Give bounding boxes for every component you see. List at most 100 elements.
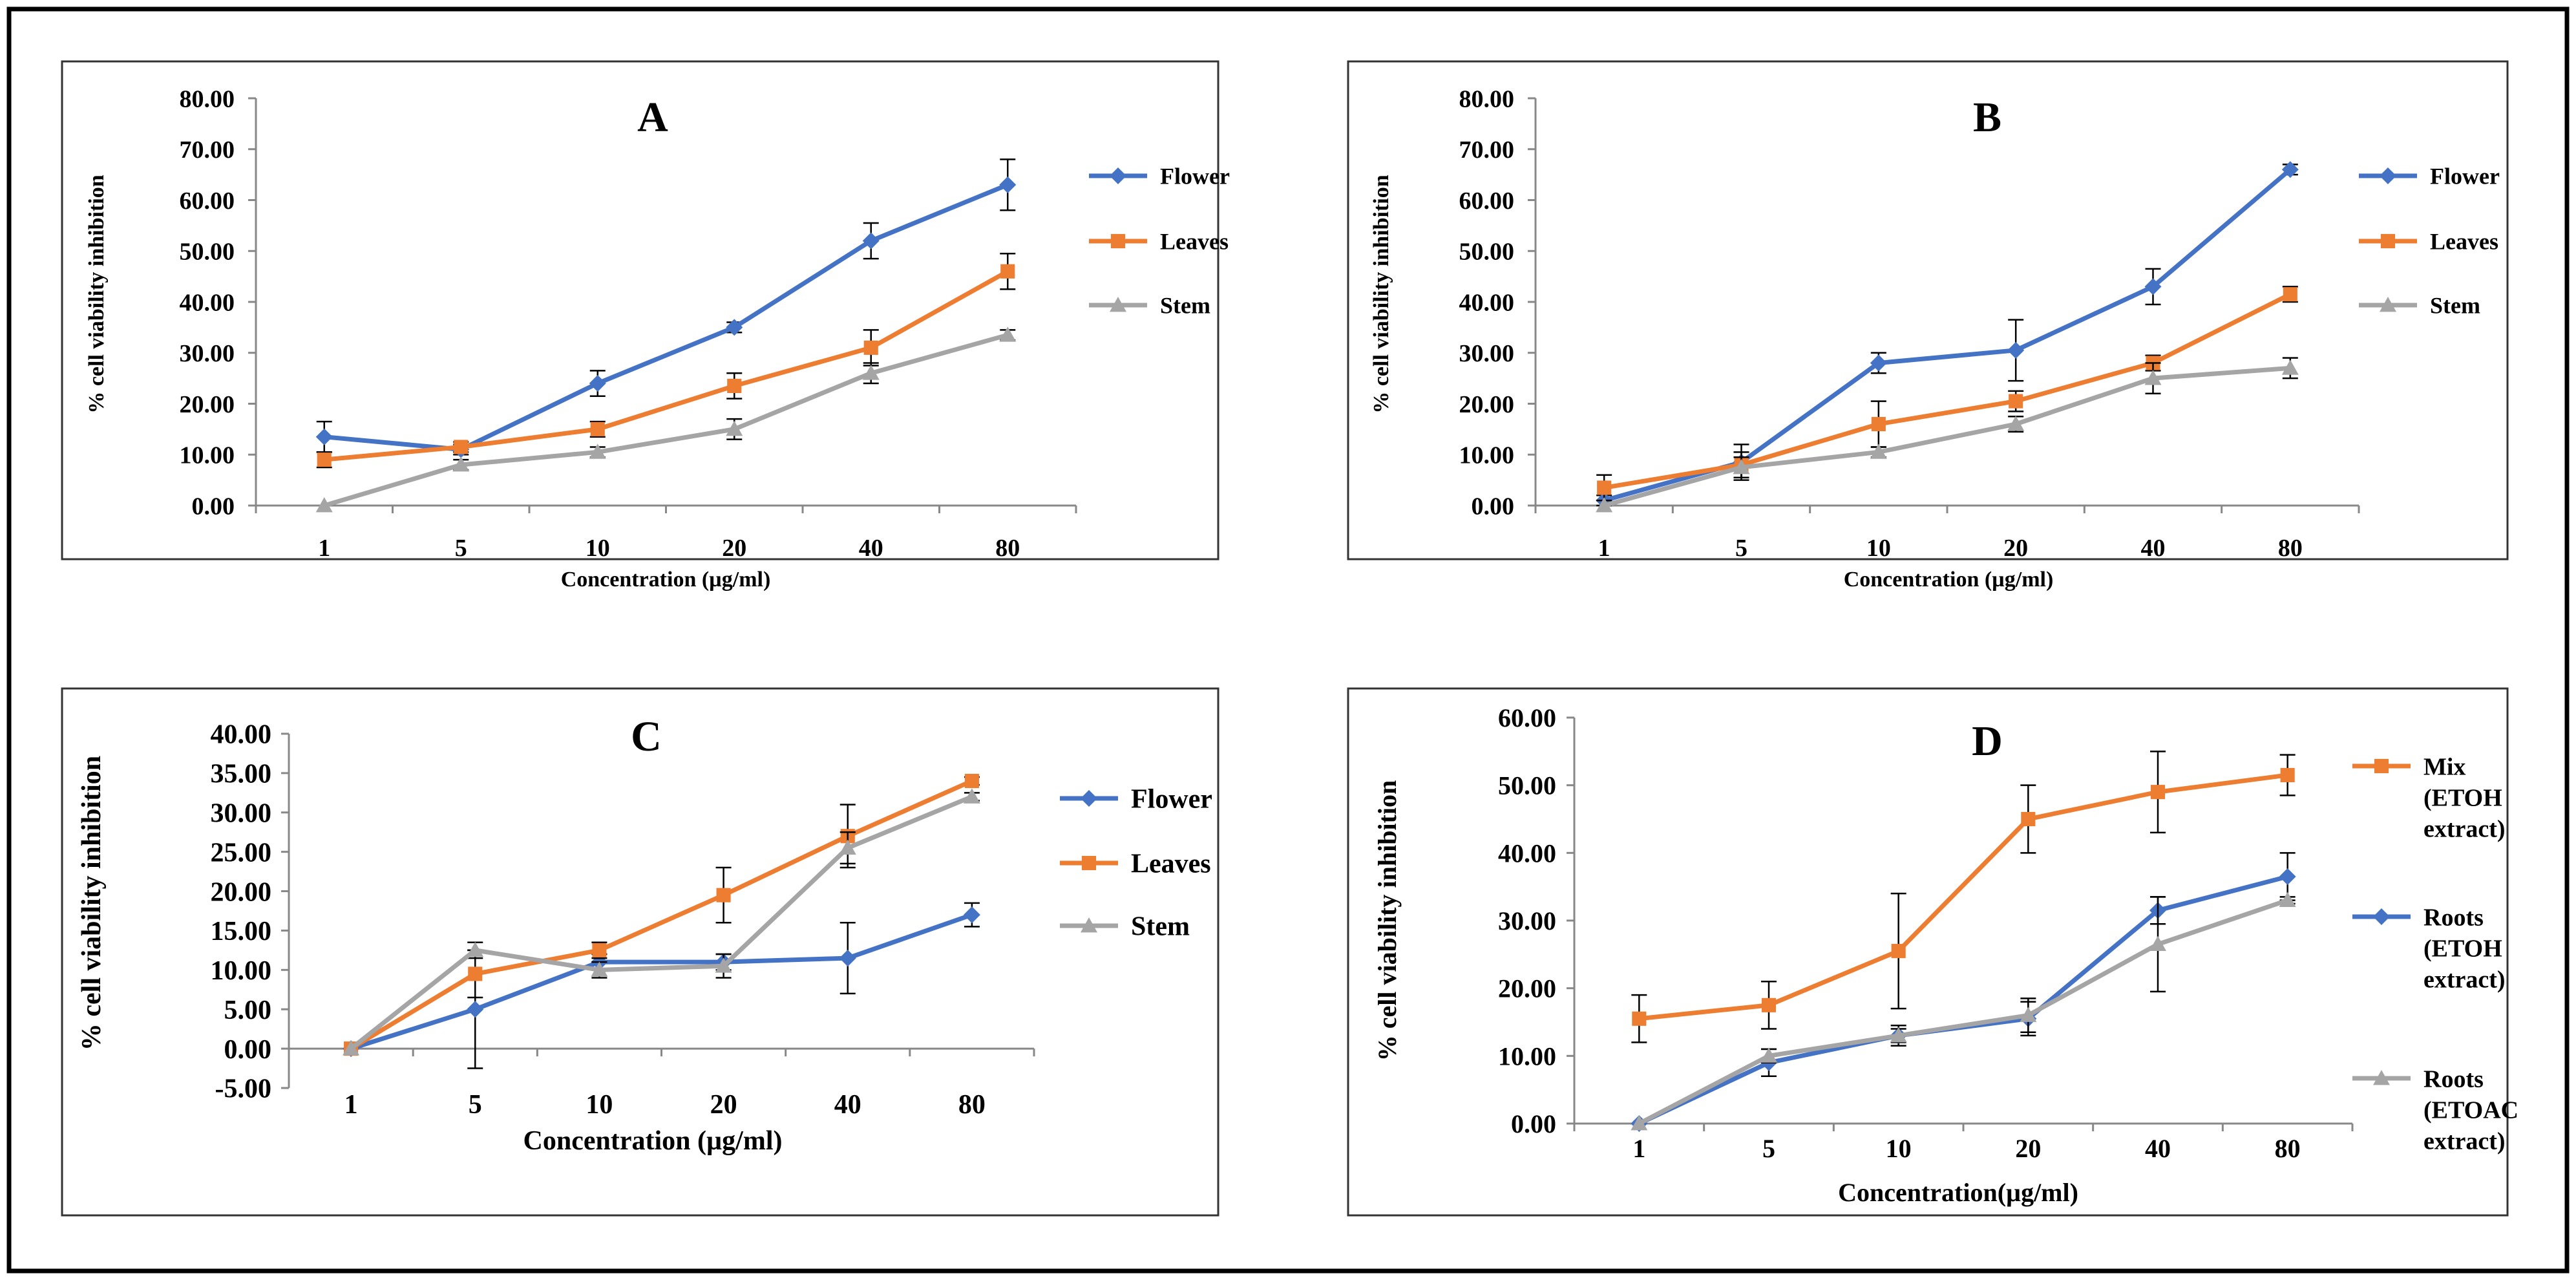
- data-point: [1761, 997, 1777, 1012]
- data-point: [592, 943, 607, 957]
- legend-label: Stem: [2430, 293, 2480, 319]
- x-tick-label: 10: [1866, 535, 1891, 562]
- legend-marker-icon: [2380, 297, 2396, 312]
- y-tick-label: 30.00: [1459, 340, 1515, 367]
- y-tick-label: 30.00: [211, 798, 272, 828]
- legend-entry: Leaves: [2359, 229, 2498, 255]
- data-point: [726, 420, 743, 436]
- series-leaves: [344, 774, 980, 1056]
- series-line: [350, 912, 973, 1051]
- y-tick-label: 10.00: [1498, 1041, 1556, 1071]
- x-tick-label: 5: [1735, 535, 1747, 562]
- legend-label: Stem: [1160, 293, 1210, 319]
- series-line: [1638, 898, 2288, 1126]
- data-point: [2144, 278, 2162, 295]
- legend-entry: Stem: [2359, 293, 2480, 319]
- y-tick-label: 40.00: [211, 720, 272, 750]
- y-tick-label: 10.00: [1459, 442, 1515, 469]
- legend-entry: Flower: [1060, 785, 1212, 815]
- data-point: [2007, 341, 2025, 359]
- series-stem: [1596, 357, 2299, 513]
- data-point: [999, 326, 1017, 342]
- legend-label: (ETOAC: [2423, 1096, 2518, 1124]
- legend-label: Flower: [1131, 785, 1212, 815]
- y-tick-label: 40.00: [1459, 289, 1515, 316]
- x-tick-label: 5: [1762, 1134, 1775, 1163]
- chart-title: C: [631, 713, 662, 760]
- data-point: [716, 888, 731, 902]
- data-point: [963, 788, 980, 804]
- x-tick-label: 1: [318, 535, 330, 562]
- data-point: [315, 428, 333, 445]
- legend-marker-icon: [2373, 1070, 2390, 1085]
- data-point: [862, 232, 880, 250]
- legend-entry: Flower: [1089, 164, 1230, 189]
- data-point: [1871, 416, 1886, 432]
- x-tick-label: 20: [710, 1090, 737, 1120]
- x-tick-label: 40: [834, 1090, 861, 1120]
- legend-label: extract): [2423, 815, 2506, 842]
- x-tick-label: 80: [958, 1090, 986, 1120]
- y-tick-label: 20.00: [211, 877, 272, 907]
- y-tick-label: -5.00: [215, 1074, 272, 1104]
- y-tick-label: 60.00: [1459, 187, 1515, 215]
- legend-entry: Roots (ETOAC extract): [2352, 1065, 2518, 1155]
- series-line: [350, 778, 973, 1051]
- y-tick-label: 60.00: [1498, 703, 1556, 732]
- chart-panel-border: [1347, 687, 2509, 1217]
- series-line: [1603, 365, 2291, 508]
- data-point: [999, 176, 1017, 193]
- legend-marker-icon: [1081, 790, 1097, 807]
- legend-label: Roots: [2423, 1065, 2484, 1093]
- y-tick-label: 50.00: [180, 239, 235, 266]
- legend-label: extract): [2423, 1127, 2506, 1155]
- y-tick-label: 30.00: [180, 340, 235, 367]
- y-tick-label: 35.00: [211, 760, 272, 789]
- data-point: [1890, 1027, 1907, 1043]
- data-point: [2281, 359, 2299, 375]
- x-tick-label: 80: [995, 535, 1020, 562]
- y-tick-label: 15.00: [211, 917, 272, 946]
- data-point: [1760, 1047, 1777, 1063]
- x-tick-label: 80: [2278, 535, 2303, 562]
- chart-panel-border: [61, 687, 1219, 1217]
- x-tick-label: 20: [2003, 535, 2028, 562]
- series-stem: [343, 788, 980, 1056]
- legend-entry: Flower: [2359, 164, 2500, 189]
- legend-marker-icon: [1110, 167, 1126, 184]
- y-tick-label: 40.00: [1498, 838, 1556, 868]
- data-point: [315, 497, 333, 513]
- data-point: [2149, 935, 2166, 952]
- legend-marker-icon: [1081, 917, 1097, 933]
- y-tick-label: 10.00: [180, 442, 235, 469]
- y-axis-label: % cell viability inhibition: [85, 175, 109, 413]
- x-tick-label: 40: [2141, 535, 2166, 562]
- data-point: [839, 950, 856, 967]
- data-point: [727, 378, 742, 393]
- data-point: [468, 966, 483, 981]
- y-tick-label: 20.00: [1459, 391, 1515, 418]
- legend-label: Flower: [2430, 164, 2500, 189]
- legend-marker-icon: [2373, 908, 2390, 925]
- data-point: [591, 961, 608, 977]
- legend-label: extract): [2423, 966, 2506, 993]
- y-tick-label: 0.00: [1472, 493, 1515, 520]
- data-point: [964, 774, 979, 789]
- y-tick-label: 80.00: [180, 85, 235, 112]
- legend-label: (ETOH: [2423, 935, 2502, 962]
- data-point: [2279, 868, 2296, 885]
- data-point: [2021, 811, 2036, 827]
- legend-marker-icon: [1081, 855, 1097, 871]
- series-roots-etoac-extract: [1631, 891, 2296, 1131]
- chart-panel-border: [1347, 60, 2509, 560]
- y-tick-label: 0.00: [224, 1035, 272, 1065]
- y-tick-label: 40.00: [180, 289, 235, 316]
- x-axis-label: Concentration (µg/ml): [523, 1126, 783, 1156]
- legend-marker-icon: [2380, 167, 2396, 184]
- x-tick-label: 5: [469, 1090, 482, 1120]
- data-point: [2281, 161, 2299, 178]
- legend-marker-icon: [2374, 758, 2389, 774]
- data-point: [1870, 354, 1887, 372]
- data-point: [1733, 458, 1750, 475]
